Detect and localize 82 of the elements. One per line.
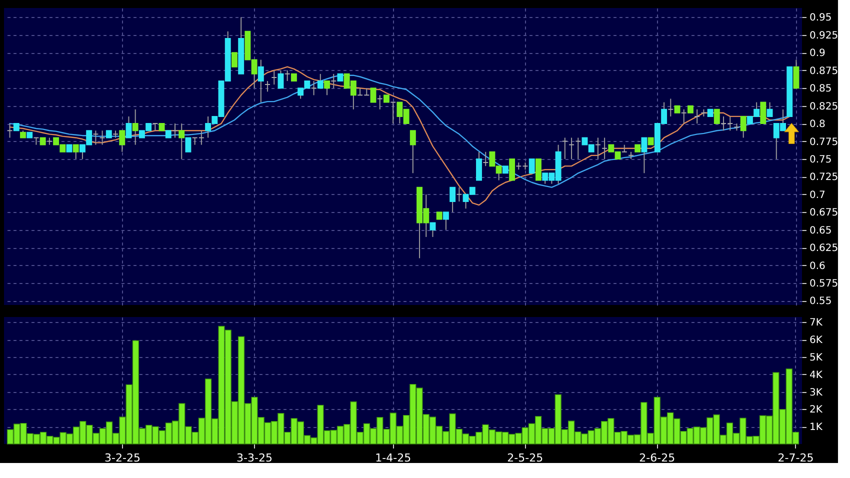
y-tick-label: 0.55 xyxy=(810,296,832,308)
candlestick xyxy=(760,102,766,124)
x-tick-label: 2-6-25 xyxy=(639,452,676,464)
candlestick xyxy=(456,186,462,202)
candlestick xyxy=(680,108,687,124)
candlestick xyxy=(766,102,773,117)
y-tick-label: 4K xyxy=(810,370,823,381)
y-tick-label: 0.75 xyxy=(810,154,832,166)
y-tick-label: 0.675 xyxy=(810,208,838,219)
y-tick-label: 0.925 xyxy=(810,30,838,42)
candlestick xyxy=(694,108,700,124)
x-tick-label: 3-3-25 xyxy=(236,452,272,464)
y-tick-label: 0.825 xyxy=(810,101,838,112)
y-tick-label: 0.875 xyxy=(810,66,838,77)
candlestick xyxy=(264,80,270,92)
candlestick xyxy=(317,73,324,89)
candlestick xyxy=(132,108,138,146)
candlestick xyxy=(152,123,158,132)
candlestick xyxy=(714,108,720,124)
candlestick xyxy=(172,123,178,138)
candlestick xyxy=(536,158,542,181)
candlestick xyxy=(528,158,535,174)
y-tick-label: 3K xyxy=(810,387,823,398)
candlestick xyxy=(92,130,99,146)
candlestick xyxy=(568,137,574,160)
candlestick xyxy=(641,137,648,174)
candlestick xyxy=(602,137,608,160)
y-tick-label: 1K xyxy=(810,422,823,434)
candlestick xyxy=(509,158,516,181)
candlestick xyxy=(330,73,337,89)
candlestick xyxy=(6,123,13,138)
y-tick-label: 0.575 xyxy=(810,278,838,290)
x-tick-label: 2-7-25 xyxy=(778,452,814,464)
y-tick-label: 0.725 xyxy=(810,172,838,184)
candlestick xyxy=(33,137,40,146)
candlestick xyxy=(594,137,601,160)
candlestick xyxy=(621,144,628,152)
candlestick xyxy=(740,116,746,138)
candlestick xyxy=(72,144,79,160)
candlestick xyxy=(278,70,284,89)
y-tick-label: 7K xyxy=(810,318,823,329)
candlestick xyxy=(271,70,278,86)
candlestick xyxy=(575,137,582,160)
x-tick-label: 2-5-25 xyxy=(507,452,544,464)
candlestick xyxy=(46,137,52,146)
y-tick-label: 0.9 xyxy=(810,48,826,60)
candlestick xyxy=(258,59,264,103)
candlestick xyxy=(793,59,800,89)
line-series xyxy=(9,66,790,206)
candlestick xyxy=(482,151,489,167)
y-tick-label: 0.6 xyxy=(810,260,826,272)
candlestick xyxy=(310,80,317,96)
y-tick-label: 0.8 xyxy=(810,119,826,130)
candlestick xyxy=(284,70,290,82)
candlestick xyxy=(185,137,192,152)
candlestick xyxy=(390,102,396,124)
candlestick xyxy=(410,130,416,174)
candlestick xyxy=(668,98,674,117)
y-tick-label: 0.7 xyxy=(810,190,826,201)
candlestick xyxy=(370,88,376,103)
candlestick xyxy=(476,151,482,181)
y-tick-label: 0.85 xyxy=(810,84,832,95)
candlestick xyxy=(430,222,436,238)
y-tick-label: 0.625 xyxy=(810,243,838,254)
y-tick-label: 0.775 xyxy=(810,136,838,148)
y-tick-label: 0.95 xyxy=(810,12,832,24)
x-tick-label: 3-2-25 xyxy=(104,452,140,464)
candlestick xyxy=(126,116,132,138)
y-tick-label: 2K xyxy=(810,404,823,416)
candlestick xyxy=(376,94,383,110)
y-tick-label: 0.65 xyxy=(810,225,832,236)
candlestick xyxy=(324,80,330,96)
x-tick-label: 1-4-25 xyxy=(375,452,412,464)
candlestick xyxy=(119,130,126,152)
candlestick xyxy=(99,130,106,146)
candlestick xyxy=(450,186,456,213)
candlestick xyxy=(178,123,185,160)
candlestick xyxy=(442,212,449,230)
y-tick-label: 5K xyxy=(810,352,823,364)
candlestick xyxy=(562,137,568,160)
candlestick xyxy=(232,52,238,68)
y-tick-label: 6K xyxy=(810,335,823,346)
